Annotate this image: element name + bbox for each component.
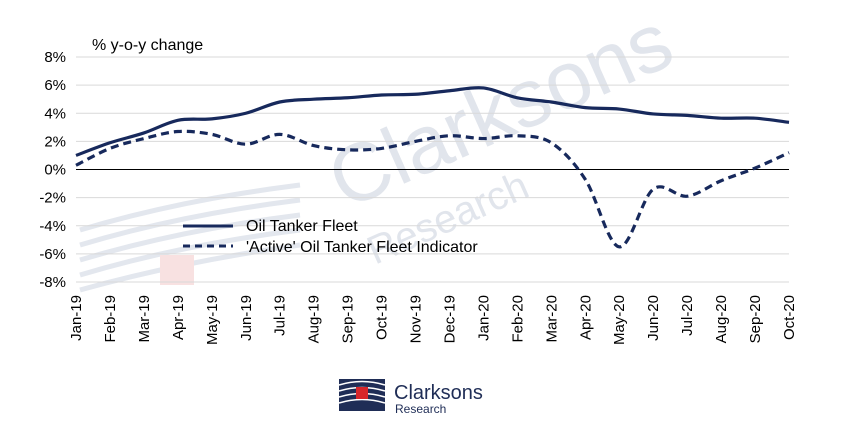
x-axis-ticks: Jan-19 Feb-19 Mar-19 Apr-19 May-19 Jun-19 Jul-… [68,295,798,345]
x-tick-label: Jun-20 [645,295,662,341]
x-tick-label: Jan-19 [68,295,85,341]
x-tick-label: May-20 [611,295,628,345]
logo-name: Clarksons [394,382,483,404]
y-tick-label: 6% [44,77,66,94]
clarksons-logo: Clarksons Research [338,379,483,416]
x-tick-label: Jan-20 [475,295,492,341]
x-tick-label: Apr-19 [170,295,187,340]
x-tick-label: Mar-20 [543,295,560,343]
logo-wave-icon [338,379,386,411]
x-tick-label: Feb-20 [509,295,526,343]
y-tick-label: 2% [44,133,66,150]
series-line-oil-tanker-fleet [75,86,790,157]
legend-label-oil-tanker-fleet: Oil Tanker Fleet [246,218,358,235]
y-tick-label: -4% [39,218,66,235]
x-tick-label: Jul-20 [679,295,696,336]
x-tick-label: May-19 [204,295,221,345]
y-tick-label: 8% [44,49,66,66]
x-tick-label: Oct-19 [374,295,391,340]
y-tick-label: -2% [39,190,66,207]
watermark-wave-icon [79,182,301,293]
y-tick-label: -6% [39,246,66,263]
legend: Oil Tanker Fleet 'Active' Oil Tanker Fle… [183,218,478,256]
y-axis-ticks: -8% -6% -4% -2% 0% 2% 4% 6% 8% [39,49,66,291]
legend-label-active-indicator: 'Active' Oil Tanker Fleet Indicator [246,239,478,256]
x-tick-label: Mar-19 [136,295,153,343]
x-tick-label: Aug-19 [306,295,323,343]
x-tick-label: Nov-19 [408,295,425,343]
logo-subtitle: Research [395,402,446,416]
y-tick-label: -8% [39,274,66,291]
y-tick-label: 4% [44,105,66,122]
series-group [75,86,790,249]
x-tick-label: Sep-20 [747,295,764,343]
y-axis-label: % y-o-y change [92,37,203,54]
x-tick-label: Aug-20 [713,295,730,343]
x-tick-label: Feb-19 [102,295,119,343]
y-tick-label: 0% [44,162,66,179]
x-tick-label: Jul-19 [272,295,289,336]
x-tick-label: Oct-20 [781,295,798,340]
x-tick-label: Apr-20 [577,295,594,340]
x-tick-label: Sep-19 [340,295,357,343]
x-tick-label: Jun-19 [238,295,255,341]
x-tick-label: Dec-19 [441,295,458,343]
